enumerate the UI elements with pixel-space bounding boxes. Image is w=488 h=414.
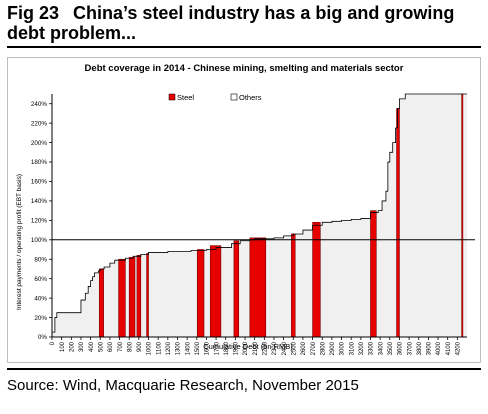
- y-tick-label: 240%: [31, 101, 48, 108]
- others-step-line-layer: [52, 93, 467, 333]
- x-tick-label: 1100: [156, 341, 162, 355]
- steel-bar-10: [291, 233, 296, 338]
- chart-frame: [7, 57, 481, 363]
- x-tick-label: 1500: [195, 341, 201, 355]
- y-axis-title: Interest payments / operating profit (EB…: [16, 174, 23, 310]
- y-tick-label: 200%: [31, 140, 48, 147]
- x-tick-label: 2100: [253, 341, 259, 355]
- x-tick-label: 1400: [185, 341, 191, 355]
- y-tick-label: 120%: [31, 218, 48, 225]
- x-tick-label: 600: [108, 341, 114, 352]
- x-tick-label: 4000: [436, 341, 442, 355]
- steel-bar-2: [118, 258, 126, 338]
- x-tick-label: 2600: [301, 341, 307, 355]
- steel-bar-3: [128, 256, 136, 338]
- x-tick-label: 1200: [166, 341, 172, 355]
- y-tick-label: 20%: [34, 315, 47, 322]
- x-tick-label: 3300: [369, 341, 375, 355]
- x-tick-label: 2700: [311, 341, 317, 355]
- legend-others-label: Others: [239, 93, 262, 102]
- x-tick-label: 1000: [147, 341, 153, 355]
- figure-number: Fig 23: [7, 3, 60, 23]
- x-tick-label: 3700: [407, 341, 413, 355]
- x-tick-label: 1800: [224, 341, 230, 355]
- x-tick-label: 1900: [234, 341, 240, 355]
- x-tick-label: 3400: [378, 341, 384, 355]
- x-tick-label: 3200: [359, 341, 365, 355]
- steel-bar-14: [461, 93, 464, 338]
- x-tick-label: 3900: [427, 341, 433, 355]
- steel-bar-7: [209, 245, 222, 338]
- x-tick-label: 2500: [291, 341, 297, 355]
- x-tick-label: 1300: [176, 341, 182, 355]
- x-tick-label: 2400: [282, 341, 288, 355]
- x-tick-label: 0: [50, 341, 56, 345]
- x-tick-label: 700: [118, 341, 124, 352]
- x-tick-label: 3600: [398, 341, 404, 355]
- steel-bar-13: [396, 108, 400, 338]
- chart-title: Debt coverage in 2014 - Chinese mining, …: [84, 63, 404, 74]
- steel-bar-9: [249, 237, 267, 338]
- y-tick-label: 100%: [31, 237, 48, 244]
- x-tick-label: 500: [98, 341, 104, 352]
- x-tick-label: 1600: [205, 341, 211, 355]
- legend-others-swatch: [230, 93, 238, 101]
- steel-bar-6: [196, 249, 205, 338]
- source-note: Source: Wind, Macquarie Research, Novemb…: [7, 377, 359, 394]
- figure-title-text: China’s steel industry has a big and gro…: [7, 3, 455, 43]
- y-tick-label: 160%: [31, 179, 48, 186]
- x-tick-label: 3000: [340, 341, 346, 355]
- others-area: [52, 94, 467, 337]
- x-tick-label: 2300: [272, 341, 278, 355]
- x-tick-label: 900: [137, 341, 143, 352]
- legend: Steel Others: [168, 93, 262, 102]
- chart-plot: 0% 20% 40% 60% 80% 100% 120% 140% 160% 180% 200% 22…: [16, 93, 475, 355]
- y-tick-label: 140%: [31, 198, 48, 205]
- x-tick-label: 2200: [263, 341, 269, 355]
- bottom-rule: [7, 368, 481, 370]
- y-tick-label: 80%: [34, 256, 47, 263]
- steel-bar-4: [136, 255, 142, 338]
- others-area-layer: [52, 94, 467, 337]
- steel-bar-1: [98, 268, 104, 338]
- x-tick-label: 3100: [349, 341, 355, 355]
- x-tick-label: 3800: [417, 341, 423, 355]
- x-tick-label: 2800: [320, 341, 326, 355]
- legend-steel-label: Steel: [177, 93, 194, 102]
- axis-layer: 0% 20% 40% 60% 80% 100% 120% 140% 160% 180% 200% 22…: [31, 94, 475, 355]
- steel-bar-5: [146, 253, 149, 338]
- x-tick-label: 2000: [243, 341, 249, 355]
- x-axis-title: Cumulative Debt (bn RMB): [203, 342, 293, 351]
- y-tick-label: 40%: [34, 295, 47, 302]
- steel-bars-layer: [98, 93, 464, 338]
- x-tick-label: 1700: [214, 341, 220, 355]
- x-tick-label: 100: [60, 341, 66, 352]
- x-tick-label: 300: [79, 341, 85, 352]
- y-tick-label: 60%: [34, 276, 47, 283]
- x-tick-label: 4200: [456, 341, 462, 355]
- figure-title: Fig 23 China’s steel industry has a big a…: [7, 3, 483, 43]
- top-rule: [7, 46, 481, 48]
- x-tick-label: 3500: [388, 341, 394, 355]
- x-tick-label: 400: [89, 341, 95, 352]
- legend-steel-swatch: [168, 93, 176, 101]
- x-tick-label: 4100: [446, 341, 452, 355]
- others-step-line: [52, 93, 467, 333]
- x-tick-label: 2900: [330, 341, 336, 355]
- steel-bar-8: [233, 240, 240, 338]
- steel-bar-12: [370, 210, 377, 338]
- y-tick-label: 180%: [31, 159, 48, 166]
- x-tick-label: 200: [70, 341, 76, 352]
- y-tick-label: 220%: [31, 120, 48, 127]
- x-tick-label: 800: [127, 341, 133, 352]
- y-tick-label: 0%: [38, 334, 48, 341]
